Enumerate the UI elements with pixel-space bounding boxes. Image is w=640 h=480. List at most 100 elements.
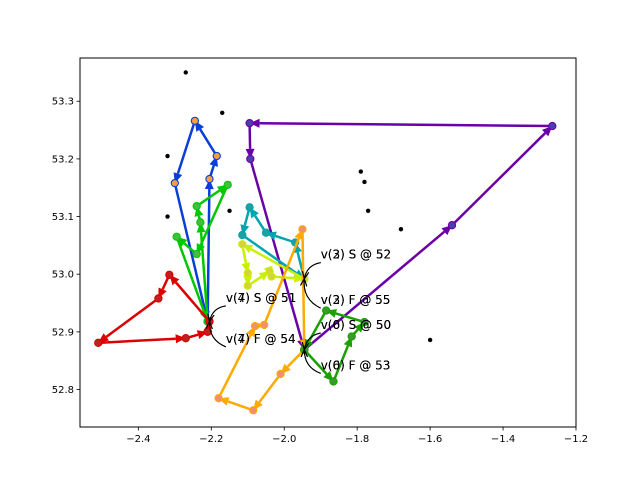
- y-tick-label: 53.2: [52, 154, 74, 165]
- route-edge: [206, 189, 211, 322]
- background-points: [165, 70, 433, 343]
- route-node: [170, 178, 179, 188]
- annotation-label: v(3) S @ 52: [321, 248, 391, 262]
- route-edge: [335, 312, 365, 324]
- route-arrowhead: [204, 179, 214, 190]
- route-node: [181, 334, 190, 343]
- annotation-label: v(0) S @ 50: [321, 318, 391, 332]
- route-edge: [263, 238, 300, 326]
- route-node: [245, 119, 254, 128]
- route-edge: [199, 128, 218, 157]
- annotation-arrow: [304, 279, 321, 309]
- route-node: [212, 151, 221, 161]
- y-tick-label: 52.8: [52, 385, 74, 396]
- route-node: [347, 332, 356, 341]
- annotation-label: v(7) S @ 51: [226, 291, 296, 305]
- route-arrowhead: [196, 222, 206, 233]
- background-point: [165, 214, 170, 219]
- annotation-label: v(4) S @ 51: [226, 291, 296, 305]
- annotation-arrow: [304, 350, 321, 374]
- route-node: [276, 369, 285, 379]
- route-node: [329, 377, 338, 386]
- plot-area: [80, 58, 576, 427]
- route-edge: [227, 400, 254, 412]
- route-node: [243, 268, 252, 278]
- route-edge: [332, 345, 350, 382]
- route-edge: [258, 373, 282, 404]
- route-node: [190, 116, 200, 125]
- route-arrowhead: [243, 275, 253, 286]
- route-node: [260, 320, 269, 330]
- x-tick-label: −2.2: [199, 434, 223, 445]
- background-point: [183, 70, 188, 75]
- x-axis: −2.4 −2.2 −2.0 −1.8 −1.6 −1.4 −1.2: [126, 427, 588, 445]
- route-edge: [105, 297, 160, 338]
- route-node: [298, 225, 307, 234]
- route-edge: [249, 158, 303, 341]
- route-node: [214, 394, 223, 403]
- route-edge: [175, 236, 206, 313]
- route-0: [245, 118, 557, 354]
- background-point: [365, 208, 371, 213]
- route-edge: [259, 121, 553, 128]
- y-tick-label: 53.3: [52, 97, 74, 108]
- route-edge: [98, 337, 176, 345]
- route-edge: [303, 348, 328, 375]
- x-tick-label: −2.4: [126, 434, 150, 445]
- annotation-label: v(4) F @ 54: [226, 332, 296, 346]
- route-node: [154, 294, 163, 303]
- x-tick-label: −1.4: [491, 434, 515, 445]
- route-node: [165, 270, 174, 279]
- y-tick-label: 53.1: [52, 212, 74, 223]
- annotation-label: v(2) F @ 55: [321, 293, 391, 307]
- background-point: [165, 153, 170, 159]
- route-node: [192, 202, 201, 211]
- route-arrowhead: [249, 118, 260, 128]
- annotation-label: v(6) S @ 50: [321, 318, 391, 332]
- background-point: [220, 110, 225, 115]
- plot-frame: [79, 57, 577, 428]
- annotation-label: v(6) F @ 53: [321, 358, 391, 372]
- route-node: [447, 221, 457, 230]
- route-node: [548, 121, 557, 131]
- route-5: [94, 270, 214, 347]
- route-node: [196, 218, 205, 227]
- route-node: [205, 174, 214, 184]
- route-edge: [174, 281, 211, 323]
- route-4: [238, 240, 309, 290]
- route-node: [245, 203, 254, 212]
- route-node: [223, 180, 232, 189]
- route-series: [94, 116, 557, 415]
- route-edge: [199, 184, 229, 246]
- route-arrowhead: [245, 148, 255, 159]
- route-node: [249, 406, 258, 415]
- route-node: [267, 272, 276, 281]
- route-edge: [451, 132, 547, 227]
- route-arrowhead: [175, 334, 186, 344]
- route-edge: [217, 334, 252, 399]
- route-node: [192, 249, 201, 259]
- route-edge: [195, 189, 221, 208]
- annotations: v(3) S @ 52v(2) S @ 52 v(2) F @ 55v(3) F …: [209, 248, 391, 374]
- annotation-arrow: [304, 332, 321, 350]
- route-arrowhead: [294, 273, 305, 283]
- route-edge: [248, 123, 252, 149]
- annotation-arrow: [209, 305, 226, 322]
- route-node: [172, 232, 181, 241]
- route-node: [360, 317, 369, 327]
- x-tick-label: −2.0: [272, 434, 296, 445]
- y-tick-label: 52.9: [52, 327, 74, 338]
- annotation-label: v(0) F @ 53: [321, 358, 391, 372]
- x-tick-label: −1.2: [564, 434, 588, 445]
- x-tick-label: −1.6: [418, 434, 442, 445]
- route-node: [238, 230, 247, 240]
- route-edge: [176, 120, 197, 174]
- route-edge: [250, 248, 305, 280]
- route-edge: [303, 230, 446, 351]
- annotation-label: v(2) S @ 52: [321, 248, 391, 262]
- background-point: [362, 179, 367, 185]
- route-node: [243, 281, 252, 290]
- annotation-arrow: [209, 321, 227, 348]
- background-point: [398, 227, 404, 232]
